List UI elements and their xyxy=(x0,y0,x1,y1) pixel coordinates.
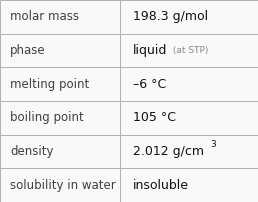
Text: 2.012 g/cm: 2.012 g/cm xyxy=(133,145,204,158)
Text: molar mass: molar mass xyxy=(10,10,79,23)
Text: density: density xyxy=(10,145,54,158)
Text: melting point: melting point xyxy=(10,78,90,91)
Text: solubility in water: solubility in water xyxy=(10,179,116,192)
Text: phase: phase xyxy=(10,44,46,57)
Text: 198.3 g/mol: 198.3 g/mol xyxy=(133,10,208,23)
Text: (at STP): (at STP) xyxy=(170,46,209,55)
Text: insoluble: insoluble xyxy=(133,179,189,192)
Text: –6 °C: –6 °C xyxy=(133,78,166,91)
Text: 3: 3 xyxy=(210,140,216,149)
Text: liquid: liquid xyxy=(133,44,167,57)
Text: 105 °C: 105 °C xyxy=(133,111,176,124)
Text: boiling point: boiling point xyxy=(10,111,84,124)
